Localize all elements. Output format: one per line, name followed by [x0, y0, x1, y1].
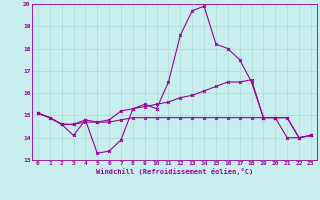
X-axis label: Windchill (Refroidissement éolien,°C): Windchill (Refroidissement éolien,°C): [96, 168, 253, 175]
